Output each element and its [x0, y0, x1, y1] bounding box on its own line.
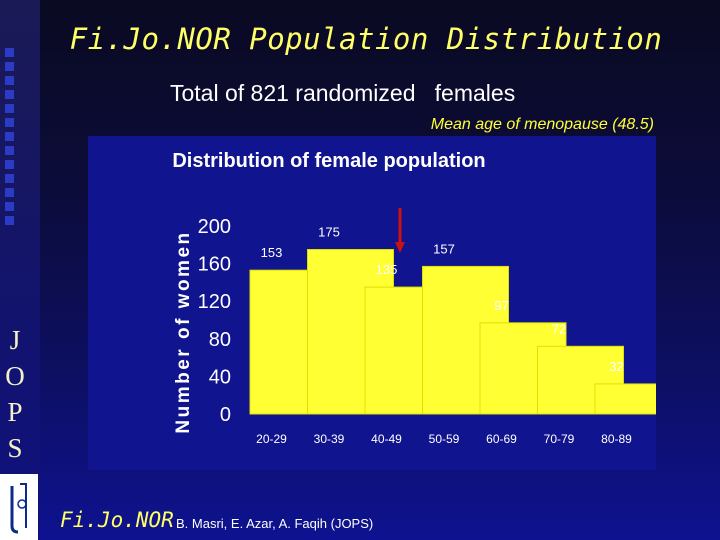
decorative-square: [5, 188, 14, 197]
y-tick-label: 200: [198, 216, 231, 238]
y-tick-label: 80: [209, 329, 231, 351]
left-decorative-strip: J O P S: [0, 0, 40, 540]
bar-value-label: 72: [552, 321, 566, 336]
bar-value-label: 175: [318, 225, 340, 240]
side-letter: J: [9, 325, 21, 355]
x-tick-label: 50-59: [429, 432, 460, 446]
decorative-squares: [5, 48, 19, 225]
side-letters: J O P S: [4, 322, 26, 466]
x-tick-label: 70-79: [544, 432, 575, 446]
decorative-square: [5, 146, 14, 155]
y-tick-label: 160: [198, 254, 231, 276]
bar: [594, 383, 682, 415]
decorative-square: [5, 90, 14, 99]
bar-value-label: 32: [609, 359, 623, 374]
x-tick-label: 30-39: [314, 432, 345, 446]
decorative-square: [5, 48, 14, 57]
side-letter: S: [7, 433, 23, 463]
decorative-square: [5, 216, 14, 225]
slide-title: Fi.Jo.NOR Population Distribution: [69, 22, 663, 56]
jops-logo-graphic: [0, 474, 38, 540]
x-tick-label: 80-89: [601, 432, 632, 446]
y-tick-label: 0: [220, 404, 231, 426]
bar-value-label: 97: [494, 298, 508, 313]
bar-value-label: 157: [433, 241, 455, 256]
footer-logo: Fi.Jo.NOR: [60, 508, 174, 532]
y-axis-label: Number of women: [173, 230, 194, 433]
decorative-square: [5, 62, 14, 71]
x-tick-label: 60-69: [486, 432, 517, 446]
side-letter: P: [7, 397, 23, 427]
decorative-square: [5, 174, 14, 183]
y-tick-label: 120: [198, 291, 231, 313]
menopause-arrow-head: [395, 242, 405, 253]
menopause-note: Mean age of menopause (48.5): [430, 116, 654, 133]
bar-chart: Distribution of female population Number…: [172, 150, 682, 446]
decorative-square: [5, 132, 14, 141]
decorative-square: [5, 160, 14, 169]
chart-panel: Distribution of female population Number…: [88, 136, 682, 470]
x-tick-label: 40-49: [371, 432, 402, 446]
jops-logo: [0, 474, 38, 540]
decorative-square: [5, 202, 14, 211]
bar-value-label: 135: [376, 262, 398, 277]
slide-subtitle: Total of 821 randomized females: [170, 80, 516, 106]
side-letter: O: [5, 361, 25, 391]
footer-authors: B. Masri, E. Azar, A. Faqih (JOPS): [176, 516, 374, 531]
y-tick-label: 40: [209, 366, 231, 388]
decorative-square: [5, 118, 14, 127]
decorative-square: [5, 76, 14, 85]
bar-value-label: 153: [261, 245, 283, 260]
decorative-square: [5, 104, 14, 113]
x-tick-label: 20-29: [256, 432, 287, 446]
chart-title: Distribution of female population: [172, 150, 485, 172]
